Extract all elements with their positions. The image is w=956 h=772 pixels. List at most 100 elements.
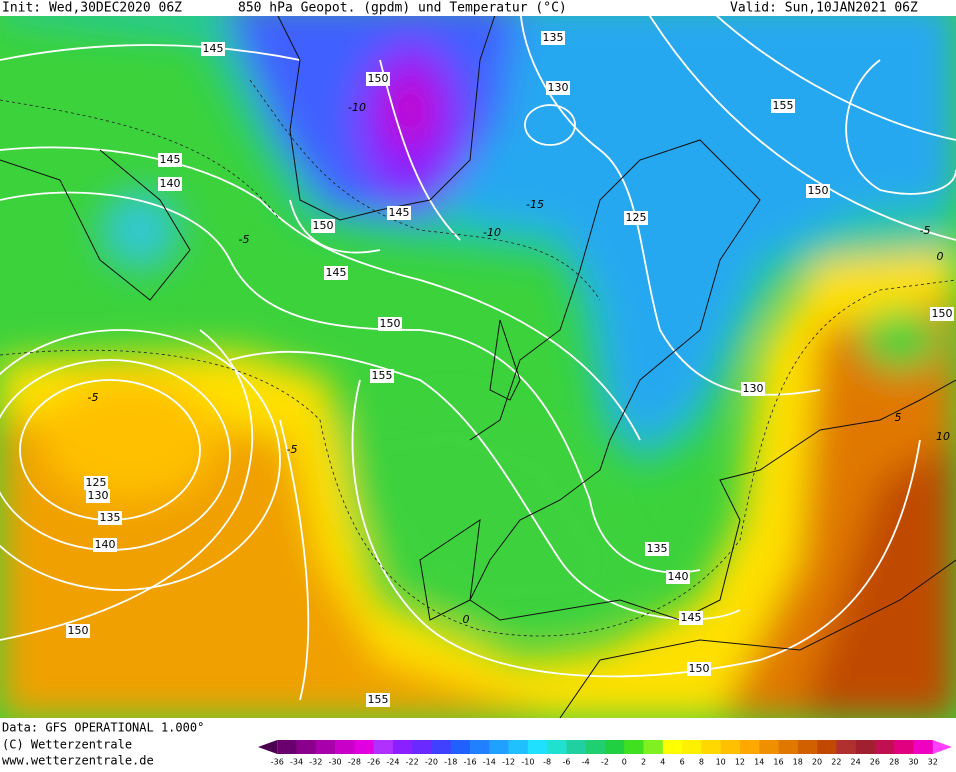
geopotential-label: 150 (380, 317, 401, 330)
colorbar-label: 28 (889, 758, 899, 767)
colorbar-swatch (277, 740, 297, 754)
colorbar-swatch (412, 740, 432, 754)
colorbar-swatch (932, 740, 952, 754)
colorbar-label: -30 (329, 758, 342, 767)
colorbar-swatch (874, 740, 895, 754)
colorbar-swatch (315, 740, 336, 754)
colorbar-swatch (470, 740, 490, 754)
colorbar-label: -2 (601, 758, 609, 767)
label-box (66, 624, 90, 638)
label-box (370, 369, 394, 383)
colorbar-swatch (296, 740, 317, 754)
colorbar-label: -34 (290, 758, 303, 767)
colorbar-swatch (855, 740, 876, 754)
colorbar-swatch (701, 740, 721, 754)
colorbar-label: -6 (562, 758, 570, 767)
geopotential-label: 135 (647, 542, 668, 555)
colorbar-label: -10 (521, 758, 534, 767)
colorbar-swatch (335, 740, 355, 754)
colorbar-label: -24 (386, 758, 399, 767)
colorbar-swatch (778, 740, 799, 754)
temperature-label: 5 (895, 411, 902, 424)
colorbar-label: 22 (831, 758, 841, 767)
init-time: Init: Wed,30DEC2020 06Z (2, 1, 182, 16)
colorbar-label: 10 (716, 758, 726, 767)
colorbar-label: -26 (367, 758, 380, 767)
colorbar-swatch (450, 740, 471, 754)
temperature-label: -5 (239, 233, 250, 246)
label-box (687, 662, 711, 676)
colorbar-label: 20 (812, 758, 822, 767)
colorbar-swatch (817, 740, 837, 754)
label-box (366, 693, 390, 707)
colorbar-swatch (489, 740, 509, 754)
colorbar-label: 32 (928, 758, 938, 767)
colorbar-label: 30 (908, 758, 918, 767)
colorbar-swatch (624, 740, 644, 754)
geopotential-label: 145 (160, 153, 181, 166)
label-box (741, 382, 765, 396)
label-box (771, 99, 795, 113)
website: www.wetterzentrale.de (2, 754, 154, 768)
label-box (201, 42, 225, 56)
valid-time: Valid: Sun,10JAN2021 06Z (730, 1, 918, 16)
colorbar-swatch (682, 740, 702, 754)
label-box (546, 81, 570, 95)
label-box (158, 153, 182, 167)
colorbar-swatch (643, 740, 664, 754)
geopotential-label: 145 (203, 42, 224, 55)
header-band (0, 0, 956, 16)
geopotential-label: 145 (326, 266, 347, 279)
geopotential-label: 130 (548, 81, 569, 94)
geopotential-label: 135 (100, 511, 121, 524)
colorbar-swatch (720, 740, 741, 754)
colorbar-label: -36 (271, 758, 284, 767)
colorbar-label: 4 (660, 758, 665, 767)
geopotential-label: 140 (95, 538, 116, 551)
colorbar-label: -20 (425, 758, 438, 767)
temperature-contours (0, 79, 956, 637)
geopotential-label: 130 (88, 489, 109, 502)
label-box (98, 511, 122, 525)
geopotential-label: 125 (626, 211, 647, 224)
geopotential-label: 140 (668, 570, 689, 583)
temperature-label: -10 (483, 226, 501, 239)
colorbar-label: -32 (309, 758, 322, 767)
label-box (158, 177, 182, 191)
colorbar-label: 26 (870, 758, 880, 767)
colorbar-swatch (605, 740, 625, 754)
copyright: (C) Wetterzentrale (2, 738, 132, 752)
label-box (378, 317, 402, 331)
temperature-label: -5 (920, 224, 931, 237)
label-box (624, 211, 648, 225)
colorbar-swatch (431, 740, 452, 754)
temperature-label: -5 (88, 391, 99, 404)
geopotential-label: 125 (86, 476, 107, 489)
label-box (806, 184, 830, 198)
label-box (366, 72, 390, 86)
colorbar-label: -8 (543, 758, 551, 767)
geopotential-label: 130 (743, 382, 764, 395)
colorbar-label: 24 (851, 758, 861, 767)
colorbar-swatch (585, 740, 606, 754)
colorbar-swatch (797, 740, 818, 754)
temperature-label: -15 (526, 198, 544, 211)
colorbar-swatch (373, 740, 394, 754)
colorbar-label: 12 (735, 758, 745, 767)
colorbar-swatch (759, 740, 779, 754)
colorbar-swatch (739, 740, 760, 754)
colorbar-label: -4 (582, 758, 590, 767)
map-title: 850 hPa Geopot. (gpdm) und Temperatur (°… (238, 1, 567, 16)
geopotential-label: 155 (368, 693, 389, 706)
colorbar-label: 16 (773, 758, 783, 767)
geopotential-label: 150 (368, 72, 389, 85)
map: 145 135 150 130 155 145 140 150 145 125 150 145 150 1… (0, 0, 956, 718)
label-box (666, 570, 690, 584)
temperature-label: 0 (937, 250, 944, 263)
colorbar-swatch (913, 740, 934, 754)
temperature-label: 10 (936, 430, 950, 443)
colorbar-swatch (662, 740, 683, 754)
geopotential-label: 135 (543, 31, 564, 44)
colorbar-label: 2 (641, 758, 646, 767)
temperature-label: 0 (463, 613, 470, 626)
